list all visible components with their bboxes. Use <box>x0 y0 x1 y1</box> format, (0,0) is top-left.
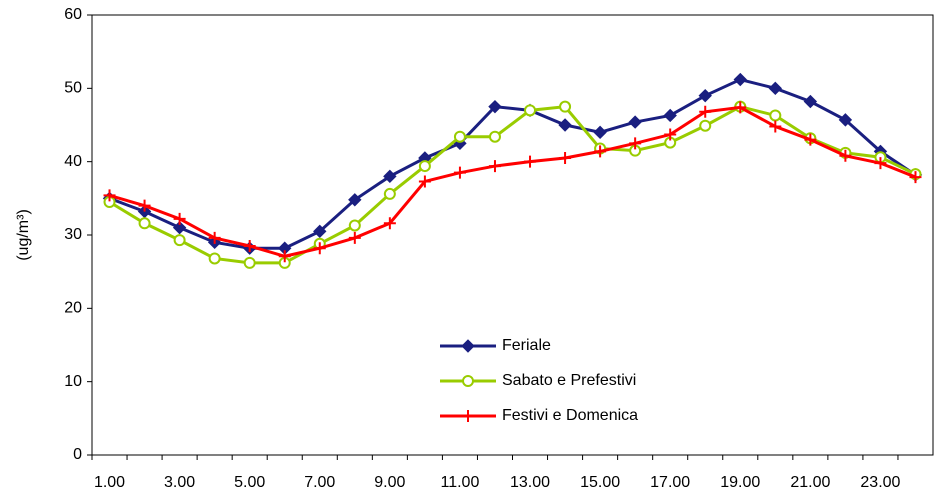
marker <box>313 242 326 255</box>
marker <box>524 155 537 168</box>
marker <box>699 119 712 132</box>
marker <box>769 120 782 133</box>
x-tick-label: 15.00 <box>580 474 620 491</box>
marker <box>453 130 466 143</box>
y-tick-label: 20 <box>64 300 82 317</box>
x-tick-label: 19.00 <box>720 474 760 491</box>
x-tick-label: 9.00 <box>374 474 405 491</box>
y-tick-label: 0 <box>73 446 82 463</box>
marker <box>629 137 642 150</box>
marker <box>488 99 502 114</box>
marker <box>453 166 466 179</box>
marker <box>663 108 677 123</box>
x-tick-label: 1.00 <box>94 474 125 491</box>
marker <box>208 231 221 244</box>
x-tick-label: 23.00 <box>860 474 900 491</box>
marker <box>383 217 396 230</box>
marker <box>418 160 431 173</box>
legend-label: Festivi e Domenica <box>502 407 638 424</box>
marker <box>594 145 607 158</box>
marker <box>628 115 642 129</box>
marker <box>803 94 818 109</box>
marker <box>462 375 474 387</box>
marker <box>138 217 151 230</box>
x-tick-label: 3.00 <box>164 474 195 491</box>
series-line <box>109 105 917 258</box>
x-tick-label: 17.00 <box>650 474 690 491</box>
marker <box>839 149 852 162</box>
marker <box>699 105 712 118</box>
marker <box>559 100 572 113</box>
x-tick-label: 13.00 <box>510 474 550 491</box>
marker <box>524 104 537 117</box>
y-tick-label: 30 <box>64 226 82 243</box>
series-line <box>108 105 917 265</box>
y-tick-label: 60 <box>64 6 82 23</box>
marker <box>462 410 474 422</box>
marker <box>348 231 361 244</box>
marker <box>664 128 677 141</box>
marker <box>173 212 186 225</box>
marker <box>838 113 853 127</box>
marker <box>348 193 362 207</box>
marker <box>733 72 747 87</box>
marker <box>243 256 256 269</box>
marker <box>909 171 922 184</box>
y-tick-label: 50 <box>64 80 82 97</box>
marker <box>103 189 116 202</box>
y-axis-label: (ug/m³) <box>15 209 32 261</box>
marker <box>559 152 572 164</box>
x-tick-label: 11.00 <box>441 474 480 491</box>
marker <box>488 160 501 173</box>
marker <box>313 224 327 239</box>
marker <box>418 175 431 188</box>
marker <box>804 133 817 146</box>
y-tick-label: 40 <box>64 153 82 170</box>
marker <box>593 125 607 140</box>
marker <box>698 88 712 103</box>
marker <box>461 339 475 353</box>
marker <box>874 157 887 170</box>
marker <box>173 234 186 247</box>
marker <box>558 118 572 132</box>
x-tick-label: 21.00 <box>790 474 830 491</box>
marker <box>383 187 396 200</box>
marker <box>243 240 256 252</box>
legend-label: Sabato e Prefestivi <box>502 372 636 389</box>
marker <box>172 220 187 235</box>
x-tick-label: 7.00 <box>304 474 335 491</box>
marker <box>488 130 501 143</box>
marker <box>769 109 782 122</box>
marker <box>138 199 151 212</box>
marker <box>348 219 361 232</box>
marker <box>768 81 783 96</box>
legend-label: Feriale <box>502 337 551 354</box>
x-tick-label: 5.00 <box>234 474 265 491</box>
marker <box>383 169 397 184</box>
marker <box>734 101 747 114</box>
marker <box>208 252 221 265</box>
series-line <box>108 77 917 250</box>
marker <box>278 250 291 263</box>
y-tick-label: 10 <box>64 373 82 390</box>
